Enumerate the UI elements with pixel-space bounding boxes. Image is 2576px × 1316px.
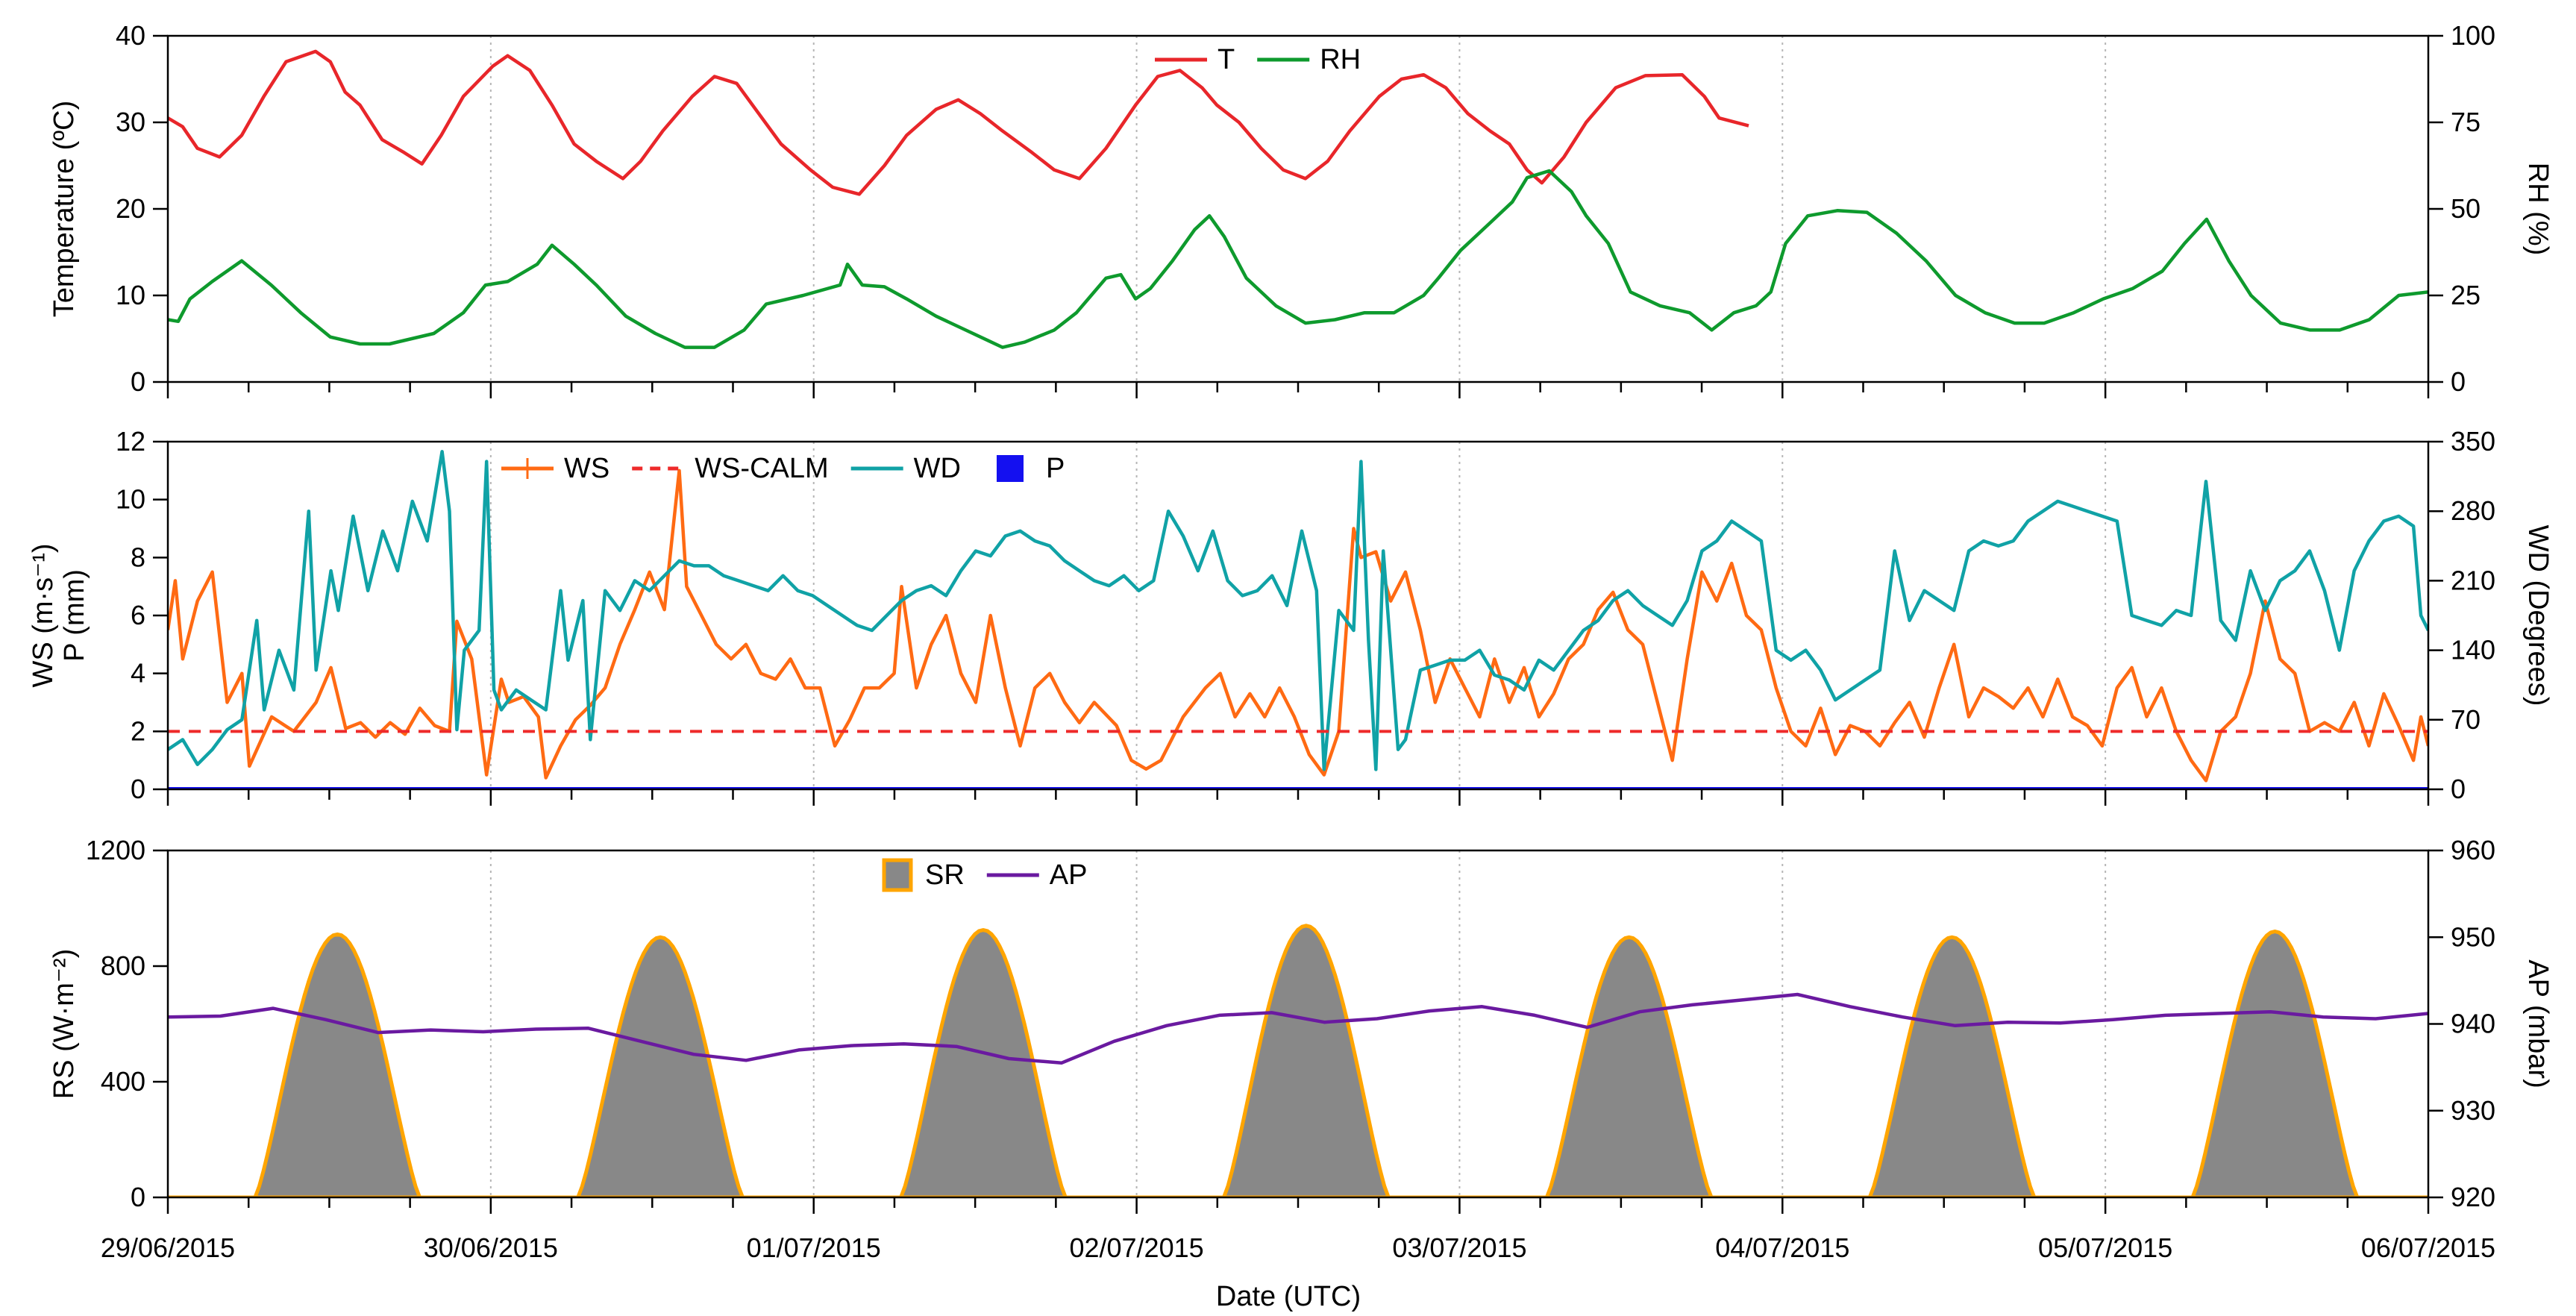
series-group (168, 450, 2428, 789)
right-tick-label: 25 (2451, 280, 2481, 310)
legend-swatch (882, 858, 913, 892)
legend: WS WS-CALM WD P (501, 453, 1065, 484)
right-tick-label: 950 (2451, 921, 2495, 952)
x-tick-label: 06/07/2015 (2361, 1232, 2495, 1263)
right-tick-label: 350 (2451, 426, 2495, 457)
x-tick-label: 29/06/2015 (101, 1232, 235, 1263)
right-tick-label: 75 (2451, 107, 2481, 137)
legend: SR AP (882, 858, 1088, 892)
left-tick-label: 6 (131, 600, 145, 630)
right-tick-label: 0 (2451, 774, 2466, 804)
left-tick-label: 0 (131, 1182, 145, 1212)
x-tick-label: 05/07/2015 (2038, 1232, 2172, 1263)
legend-label: P (1046, 453, 1065, 484)
x-tick-label: 03/07/2015 (1392, 1232, 1526, 1263)
right-tick-label: 140 (2451, 635, 2495, 665)
left-tick-label: 10 (116, 280, 145, 310)
left-tick-label: 40 (116, 20, 145, 51)
x-axis-title: Date (UTC) (1216, 1281, 1361, 1312)
legend-label: SR (925, 859, 965, 891)
left-tick-label: 800 (101, 950, 145, 981)
left-tick-label: 2 (131, 715, 145, 746)
series-ap-line (168, 992, 2428, 1065)
series-wd-line (168, 450, 2428, 771)
right-tick-label: 70 (2451, 704, 2481, 735)
legend-label: WS-CALM (695, 453, 828, 484)
legend-label: WD (914, 453, 961, 484)
x-tick-label: 30/06/2015 (424, 1232, 558, 1263)
series-ws-line (168, 469, 2428, 783)
x-tick-label: 01/07/2015 (747, 1232, 881, 1263)
right-axis-title: AP (mbar) (2522, 959, 2554, 1088)
left-tick-label: 0 (131, 774, 145, 804)
right-tick-label: 920 (2451, 1182, 2495, 1212)
left-tick-label: 20 (116, 193, 145, 224)
right-axis-title: RH (%) (2522, 163, 2554, 256)
x-tick-label: 02/07/2015 (1069, 1232, 1203, 1263)
plot-frame (166, 440, 2430, 791)
left-tick-label: 10 (116, 484, 145, 515)
right-tick-label: 0 (2451, 366, 2466, 397)
series-group (168, 924, 2428, 1197)
right-tick-label: 50 (2451, 193, 2481, 224)
series-group (168, 49, 2428, 349)
left-tick-label: 8 (131, 542, 145, 572)
legend-swatch (996, 455, 1024, 482)
legend: T RH (1155, 44, 1361, 75)
legend-label: AP (1050, 859, 1088, 891)
series-rh-line (168, 169, 2428, 349)
left-tick-label: 12 (116, 426, 145, 457)
left-tick-label: 4 (131, 658, 145, 689)
right-tick-label: 940 (2451, 1009, 2495, 1039)
right-tick-label: 960 (2451, 835, 2495, 865)
left-axis-title-2: P (mm) (59, 569, 90, 662)
legend-label: RH (1320, 44, 1361, 75)
legend-label: T (1218, 44, 1235, 75)
x-tick-label: 04/07/2015 (1715, 1232, 1849, 1263)
panel-3: 0 400 800 1200 920 930 940 950 960 RS (W·m⁻²) AP (… (48, 835, 2554, 1214)
plot-frame (166, 34, 2430, 383)
left-axis-title: WS (m·s⁻¹) (28, 543, 59, 687)
series-sr-area (168, 924, 2428, 1197)
left-axis-title: Temperature (ºC) (48, 101, 80, 318)
right-tick-label: 280 (2451, 495, 2495, 526)
left-axis-title: RS (W·m⁻²) (48, 949, 80, 1100)
left-tick-label: 30 (116, 107, 145, 137)
left-tick-label: 0 (131, 366, 145, 397)
series-t-line (168, 49, 1749, 196)
right-tick-label: 100 (2451, 20, 2495, 51)
left-tick-label: 400 (101, 1066, 145, 1097)
right-tick-label: 210 (2451, 565, 2495, 595)
legend-label: WS (564, 453, 609, 484)
panel-2: 0 2 4 6 8 10 12 0 70 140 210 280 350 WS (m·s⁻¹) P (mm)… (28, 426, 2554, 806)
left-tick-label: 1200 (86, 835, 145, 865)
right-axis-title: WD (Degrees) (2522, 525, 2554, 706)
right-tick-label: 930 (2451, 1095, 2495, 1126)
panel-1: 0 10 20 30 40 0 25 50 75 100 Temperature (ºC) RH (%… (48, 20, 2554, 398)
